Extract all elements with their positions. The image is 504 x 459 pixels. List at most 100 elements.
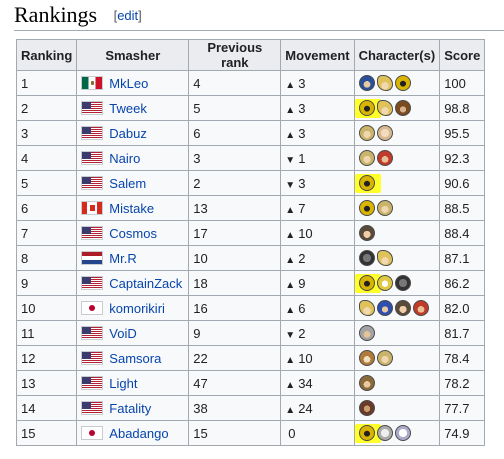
smasher-cell: komorikiri — [76, 295, 190, 321]
score-cell: 82.0 — [439, 295, 486, 321]
peach-icon[interactable] — [358, 425, 375, 441]
header-movement: Movement — [280, 39, 355, 71]
header-previous-rank: Previous rank — [188, 39, 282, 71]
cloud-icon[interactable] — [358, 300, 375, 316]
score-cell: 77.7 — [439, 395, 486, 421]
rank-cell: 6 — [15, 195, 78, 221]
smasher-link[interactable]: CaptainZack — [109, 275, 183, 291]
donkey-kong-icon[interactable] — [394, 100, 411, 116]
movement-value: 6 — [298, 300, 306, 316]
cloud-icon[interactable] — [376, 100, 393, 116]
flag-icon — [81, 126, 104, 140]
flag-icon — [81, 76, 104, 90]
movement-arrow-icon: ▲ — [285, 379, 296, 391]
mr-gw-icon[interactable] — [358, 250, 375, 266]
smasher-link[interactable]: Fatality — [109, 400, 152, 416]
pikachu-icon[interactable] — [376, 275, 393, 291]
link-icon[interactable] — [358, 375, 375, 391]
ness-icon[interactable] — [358, 225, 375, 241]
characters-cell — [353, 270, 441, 296]
movement-value: 2 — [298, 250, 306, 266]
megaman-icon[interactable] — [358, 75, 375, 91]
smasher-link[interactable]: Abadango — [109, 425, 169, 441]
movement-arrow-icon: ▲ — [285, 204, 296, 216]
smasher-link[interactable]: Mistake — [109, 200, 155, 216]
smasher-cell: Tweek — [76, 95, 190, 121]
smasher-link[interactable]: Tweek — [109, 100, 147, 116]
characters-cell — [353, 170, 441, 196]
movement-value: 2 — [298, 325, 306, 341]
table-row: 6 Mistake 13 ▲ 7 88.5 — [15, 195, 486, 221]
previous-rank-cell: 3 — [188, 145, 282, 171]
cloud-icon[interactable] — [376, 250, 393, 266]
ness-icon[interactable] — [394, 300, 411, 316]
fox-icon[interactable] — [358, 350, 375, 366]
peach-icon[interactable] — [358, 275, 375, 291]
smasher-link[interactable]: VoiD — [109, 325, 137, 341]
score-cell: 86.2 — [439, 270, 486, 296]
score-cell: 78.4 — [439, 345, 486, 371]
movement-cell: ▼ 3 — [280, 170, 355, 196]
mr-gw-icon[interactable] — [394, 275, 411, 291]
kirby-icon[interactable] — [376, 125, 393, 141]
rank-cell: 9 — [15, 270, 78, 296]
flag-icon — [81, 301, 104, 315]
peach-icon[interactable] — [394, 75, 411, 91]
pacman-icon[interactable] — [394, 425, 411, 441]
movement-arrow-icon: ▼ — [285, 179, 296, 191]
movement-value: 3 — [298, 75, 306, 91]
smasher-link[interactable]: Samsora — [109, 350, 162, 366]
movement-value: 3 — [298, 100, 306, 116]
characters-cell — [353, 195, 441, 221]
smasher-link[interactable]: Light — [109, 375, 138, 391]
table-row: 4 Nairo 3 ▼ 1 92.3 — [15, 145, 486, 171]
movement-cell: ▼ 2 — [280, 320, 355, 346]
movement-cell: ▲ 34 — [280, 370, 355, 396]
smasher-link[interactable]: Nairo — [109, 150, 141, 166]
smasher-link[interactable]: komorikiri — [109, 300, 165, 316]
previous-rank-cell: 22 — [188, 345, 282, 371]
zelda-icon[interactable] — [376, 200, 393, 216]
movement-arrow-icon: ▲ — [285, 254, 296, 266]
movement-cell: ▲ 3 — [280, 70, 355, 96]
flag-icon — [81, 326, 104, 340]
cloud-icon[interactable] — [376, 75, 393, 91]
zelda-icon[interactable] — [358, 125, 375, 141]
shulk-icon[interactable] — [358, 325, 375, 341]
smasher-link[interactable]: Dabuz — [109, 125, 147, 141]
score-cell: 74.9 — [439, 420, 486, 446]
table-row: 13 Light 47 ▲ 34 78.2 — [15, 370, 486, 396]
header-score: Score — [439, 39, 486, 71]
flag-icon — [81, 426, 104, 440]
smasher-link[interactable]: MkLeo — [109, 75, 149, 91]
rank-cell: 3 — [15, 120, 78, 146]
movement-arrow-icon: ▲ — [285, 404, 296, 416]
flag-icon — [81, 251, 104, 265]
table-header-row: Ranking Smasher Previous rank Movement C… — [15, 39, 486, 71]
smasher-link[interactable]: Salem — [109, 175, 147, 191]
rank-cell: 12 — [15, 345, 78, 371]
mario-icon[interactable] — [376, 150, 393, 166]
rank-cell: 10 — [15, 295, 78, 321]
mario-icon[interactable] — [412, 300, 429, 316]
sonic-icon[interactable] — [376, 300, 393, 316]
previous-rank-cell: 13 — [188, 195, 282, 221]
peach-icon[interactable] — [358, 200, 375, 216]
smasher-link[interactable]: Mr.R — [109, 250, 137, 266]
peach-icon[interactable] — [358, 100, 375, 116]
edit-link[interactable]: edit — [117, 8, 139, 23]
characters-cell — [353, 295, 441, 321]
zelda-icon[interactable] — [376, 350, 393, 366]
table-row: 11 VoiD 9 ▼ 2 81.7 — [15, 320, 486, 346]
peach-icon[interactable] — [358, 175, 375, 191]
ganon-icon[interactable] — [358, 400, 375, 416]
flag-icon — [81, 401, 104, 415]
previous-rank-cell: 17 — [188, 220, 282, 246]
movement-cell: ▲ 3 — [280, 95, 355, 121]
flag-icon — [81, 376, 104, 390]
zelda-icon[interactable] — [358, 150, 375, 166]
flag-icon — [81, 151, 104, 165]
smasher-link[interactable]: Cosmos — [109, 225, 157, 241]
wii-fit-icon[interactable] — [376, 425, 393, 441]
flag-icon — [81, 226, 104, 240]
